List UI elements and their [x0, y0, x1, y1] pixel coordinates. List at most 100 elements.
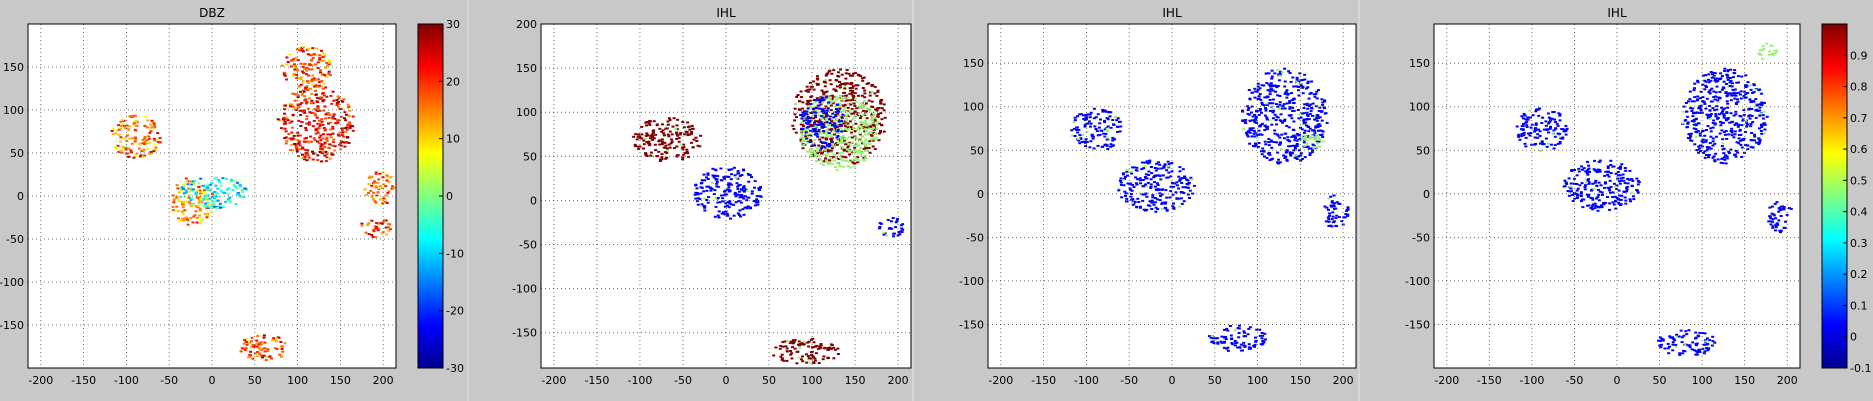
panel-ihl-2: IHL -200 -150 -100 -50 0 50 100 150 200 15010050… — [959, 6, 1357, 387]
echo-pixel — [1301, 79, 1305, 81]
echo-pixel — [111, 127, 115, 130]
echo-pixel — [1303, 103, 1307, 106]
echo-pixel — [750, 176, 753, 179]
colorbar-tick-label: -0.1 — [1850, 362, 1871, 375]
echo-pixel — [1128, 187, 1132, 190]
echo-pixel — [298, 148, 302, 151]
echo-pixel — [827, 128, 831, 131]
echo-pixel — [336, 103, 340, 105]
echo-pixel — [1292, 109, 1296, 112]
echo-pixel — [822, 160, 826, 163]
echo-pixel — [190, 183, 194, 186]
echo-pixel — [1250, 135, 1254, 138]
echo-pixel — [329, 136, 333, 139]
echo-pixel — [1784, 220, 1787, 223]
echo-pixel — [280, 347, 284, 350]
echo-pixel — [153, 139, 157, 142]
echo-pixel — [1714, 115, 1718, 118]
echo-pixel — [336, 95, 340, 98]
echo-pixel — [1721, 121, 1725, 124]
echo-pixel — [119, 124, 123, 127]
echo-pixel — [857, 124, 861, 127]
echo-pixel — [1280, 71, 1284, 74]
echo-pixel — [839, 105, 842, 107]
echo-pixel — [311, 57, 315, 59]
panel-title: IHL — [1607, 6, 1627, 20]
echo-pixel — [845, 159, 849, 162]
echo-pixel — [742, 185, 746, 188]
echo-pixel — [652, 120, 656, 123]
x-tick-label: 100 — [1692, 374, 1713, 387]
echo-pixel — [1161, 201, 1165, 204]
echo-pixel — [1284, 91, 1288, 94]
echo-pixel — [1712, 90, 1716, 93]
echo-pixel — [872, 128, 876, 131]
echo-pixel — [351, 115, 355, 118]
echo-pixel — [733, 191, 737, 194]
echo-pixel — [826, 161, 830, 164]
echo-pixel — [152, 123, 156, 126]
echo-pixel — [293, 93, 297, 96]
echo-pixel — [1725, 155, 1729, 158]
echo-pixel — [873, 92, 877, 95]
echo-pixel — [322, 146, 326, 149]
echo-pixel — [1088, 116, 1092, 119]
echo-pixel — [1299, 126, 1302, 129]
echo-pixel — [301, 63, 305, 65]
echo-pixel — [1724, 119, 1728, 122]
echo-pixel — [203, 212, 207, 215]
echo-pixel — [1549, 119, 1553, 122]
echo-pixel — [1158, 174, 1162, 177]
echo-pixel — [195, 193, 199, 196]
echo-pixel — [319, 145, 323, 148]
echo-pixel — [695, 187, 699, 190]
echo-pixel — [1744, 74, 1748, 77]
echo-pixel — [856, 158, 860, 161]
echo-pixel — [1106, 129, 1110, 132]
echo-pixel — [1695, 149, 1699, 152]
echo-pixel — [637, 148, 641, 150]
echo-pixel — [330, 102, 334, 105]
echo-pixel — [1244, 335, 1247, 338]
echo-pixel — [111, 133, 115, 136]
echo-pixel — [646, 134, 650, 137]
echo-pixel — [198, 200, 202, 203]
echo-pixel — [837, 127, 841, 129]
echo-pixel — [309, 87, 312, 90]
echo-pixel — [127, 129, 131, 132]
echo-pixel — [268, 355, 272, 358]
echo-pixel — [807, 357, 811, 360]
echo-pixel — [306, 107, 310, 110]
echo-pixel — [1769, 217, 1773, 220]
echo-pixel — [1720, 157, 1724, 160]
echo-pixel — [1738, 129, 1742, 132]
y-tick-label: 50 — [523, 150, 537, 163]
echo-pixel — [1096, 134, 1100, 137]
echo-pixel — [1719, 72, 1723, 75]
echo-pixel — [844, 99, 848, 102]
echo-pixel — [1724, 83, 1728, 85]
echo-pixel — [1688, 344, 1692, 347]
echo-pixel — [855, 144, 859, 147]
x-tick-labels: -200 -150 -100 -50 0 50 100 150 200 — [28, 374, 393, 387]
echo-pixel — [795, 95, 799, 98]
echo-pixel — [1546, 112, 1550, 115]
echo-pixel — [1619, 179, 1623, 182]
echo-pixel — [1307, 97, 1311, 100]
echo-pixel — [1270, 75, 1274, 78]
echo-pixel — [843, 106, 847, 109]
echo-pixel — [1171, 205, 1175, 208]
echo-pixel — [800, 114, 804, 116]
y-tick-label: -50 — [519, 239, 537, 252]
echo-pixel — [1283, 157, 1287, 159]
echo-pixel — [1261, 342, 1265, 345]
echo-pixel — [693, 193, 697, 196]
echo-pixel — [729, 203, 733, 206]
echo-pixel — [235, 187, 239, 190]
echo-pixel — [187, 196, 191, 199]
echo-pixel — [806, 150, 810, 153]
echo-pixel — [1592, 168, 1596, 171]
echo-pixel — [341, 131, 345, 134]
echo-pixel — [835, 85, 839, 88]
echo-pixel — [385, 201, 389, 204]
